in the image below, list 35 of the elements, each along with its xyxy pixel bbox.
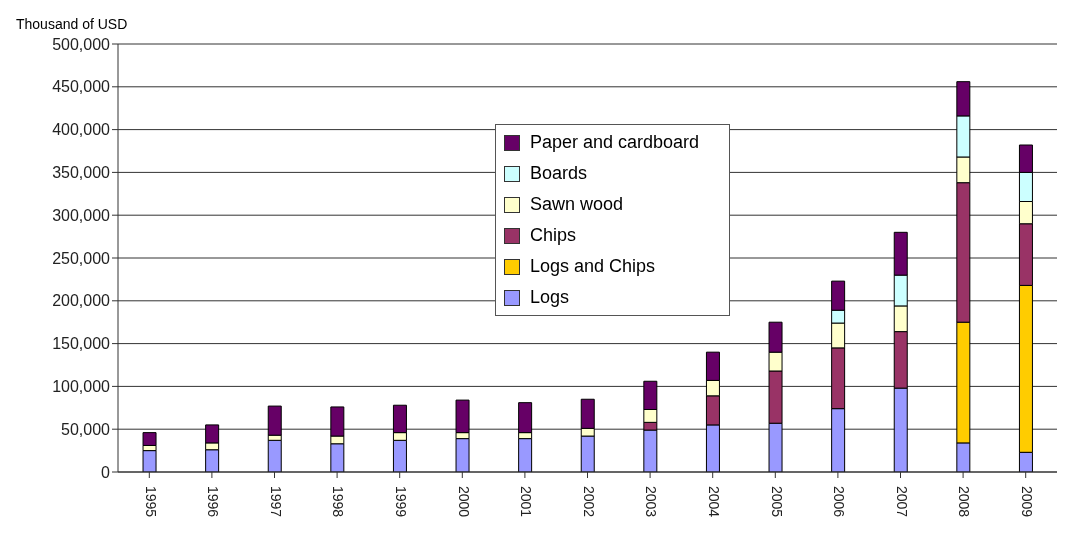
y-tick-label: 450,000 — [52, 78, 111, 96]
y-tick-label: 200,000 — [52, 292, 111, 310]
x-tick-label: 2005 — [768, 486, 785, 518]
x-tick-label: 2004 — [706, 486, 722, 518]
legend-label: Boards — [530, 163, 588, 184]
legend-label: Paper and cardboard — [530, 132, 700, 153]
legend-label: Logs and Chips — [530, 256, 656, 277]
x-tick-label: 2000 — [455, 486, 472, 518]
y-tick-label: 500,000 — [52, 35, 111, 53]
x-tick-label: 1995 — [142, 486, 159, 518]
legend-label: Logs — [530, 287, 570, 308]
x-tick-label: 1998 — [330, 486, 347, 518]
x-tick-label: 1996 — [205, 486, 222, 518]
x-tick-label: 2006 — [831, 486, 848, 518]
y-tick-label: 300,000 — [52, 206, 111, 224]
y-tick-label: 150,000 — [52, 335, 111, 353]
bar — [142, 450, 157, 472]
y-tick-label: 400,000 — [52, 121, 111, 139]
x-tick-label: 2003 — [643, 486, 660, 518]
bar — [267, 439, 282, 472]
y-axis-title: Thousand of USD — [16, 16, 128, 32]
x-tick-label: 2008 — [956, 486, 973, 518]
x-tick-label: 1997 — [267, 486, 284, 518]
x-tick-label: 1999 — [393, 486, 409, 518]
y-tick-label: 250,000 — [52, 249, 111, 267]
legend-label: Sawn wood — [530, 194, 624, 215]
y-tick-label: 100,000 — [52, 378, 111, 396]
x-tick-label: 2001 — [518, 486, 535, 518]
legend-label: Chips — [530, 225, 577, 246]
x-tick-label: 2002 — [580, 486, 597, 518]
x-tick-label: 2007 — [893, 486, 910, 518]
y-tick-label: 0 — [101, 463, 111, 481]
x-tick-label: 2009 — [1019, 486, 1035, 518]
y-tick-label: 350,000 — [52, 164, 111, 182]
y-tick-label: 50,000 — [61, 420, 111, 438]
